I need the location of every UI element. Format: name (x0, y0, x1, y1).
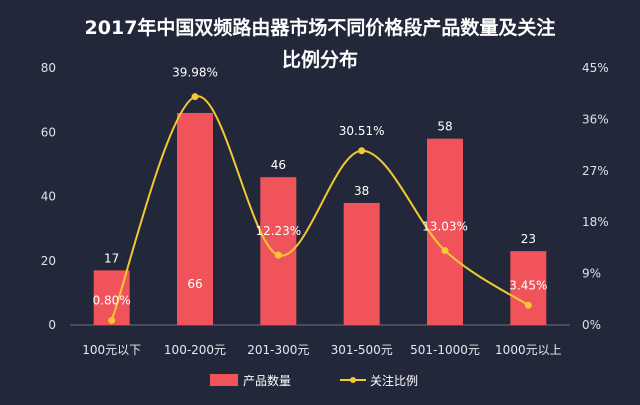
line-value-label: 3.45% (509, 278, 547, 292)
line-value-label: 30.51% (339, 124, 385, 138)
line-point (108, 316, 116, 324)
line-value-label: 0.80% (93, 293, 131, 307)
bar (177, 112, 213, 325)
legend-swatch-bar (210, 374, 238, 386)
bar-value-label: 38 (354, 184, 369, 198)
data-labels: 17 66 46 38 58 23 0.80% 39.98% 12.23% 30.51% 13.03… (93, 66, 548, 308)
legend-swatch-dot (350, 377, 356, 383)
y-right-tick-label: 36% (582, 112, 609, 126)
bar-value-label: 46 (271, 158, 286, 172)
y-right-tick-label: 27% (582, 164, 609, 178)
legend-line-label: 关注比例 (370, 373, 418, 388)
y-left-tick-label: 20 (41, 254, 56, 268)
y-left-tick-label: 60 (41, 125, 56, 139)
line-value-label: 12.23% (255, 224, 301, 238)
x-tick-label: 100元以下 (82, 343, 141, 357)
y-right-tick-label: 0% (582, 318, 601, 332)
line-point (274, 251, 282, 259)
y-left-tick-label: 40 (41, 190, 56, 204)
y-right-tick-label: 45% (582, 61, 609, 75)
line-value-label: 13.03% (422, 220, 468, 234)
x-tick-label: 1000元以上 (495, 343, 562, 357)
line-value-label: 39.98% (172, 66, 218, 80)
x-tick-label: 100-200元 (164, 343, 226, 357)
line-point (524, 301, 532, 309)
chart-title-line2: 比例分布 (282, 48, 358, 71)
x-tick-label: 501-1000元 (410, 343, 480, 357)
bar-value-label: 17 (104, 251, 119, 265)
y-right-tick-label: 9% (582, 267, 601, 281)
legend-bar-label: 产品数量 (243, 373, 291, 388)
line-series (108, 93, 532, 324)
bar-value-label: 58 (437, 120, 452, 134)
x-tick-label: 301-500元 (331, 343, 393, 357)
bar-value-label: 23 (521, 232, 536, 246)
axes: 0 20 40 60 80 0% 9% 18% 27% 36% 45% 100元以下 100-200元 2… (41, 61, 609, 357)
bars (93, 112, 547, 325)
y-left-tick-label: 0 (48, 318, 56, 332)
chart-title-line1: 2017年中国双频路由器市场不同价格段产品数量及关注 (85, 16, 556, 39)
line-point (191, 93, 199, 101)
bar (427, 138, 463, 325)
bar (343, 202, 380, 325)
bar-value-label: 66 (187, 277, 202, 291)
y-right-tick-label: 18% (582, 215, 609, 229)
legend: 产品数量 关注比例 (210, 373, 418, 388)
y-left-tick-label: 80 (41, 61, 56, 75)
x-tick-label: 201-300元 (247, 343, 309, 357)
line-series-path (110, 95, 529, 321)
bar (510, 251, 547, 325)
line-point (441, 247, 449, 255)
line-point (358, 147, 366, 155)
